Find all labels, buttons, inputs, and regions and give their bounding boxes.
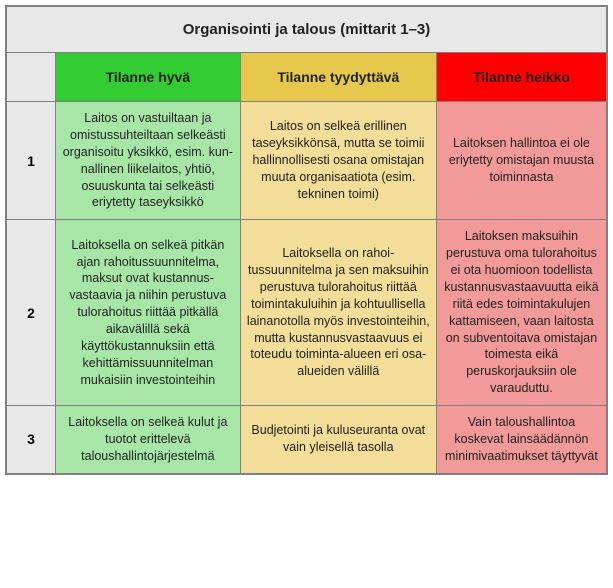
header-corner (6, 53, 56, 102)
table-row: 1 Laitos on vastuiltaan ja omistussuhtei… (6, 102, 607, 220)
cell-ok: Budjetointi ja kulu­seuranta ovat vain y… (240, 406, 436, 474)
row-number: 1 (6, 102, 56, 220)
title-row: Organisointi ja talous (mittarit 1–3) (6, 6, 607, 53)
assessment-table: Organisointi ja talous (mittarit 1–3) Ti… (5, 5, 608, 475)
cell-ok: Laitos on selkeä eril­linen taseyksikkön… (240, 102, 436, 220)
cell-weak: Vain taloushallintoa koskevat lainsäädän… (436, 406, 607, 474)
cell-ok: Laitoksella on rahoi­tussuunnitelma ja s… (240, 220, 436, 406)
col-header-ok: Tilanne tyydyttävä (240, 53, 436, 102)
header-row: Tilanne hyvä Tilanne tyydyttävä Tilanne … (6, 53, 607, 102)
table-row: 3 Laitoksella on selkeä kulut ja tuotot … (6, 406, 607, 474)
col-header-good: Tilanne hyvä (56, 53, 241, 102)
row-number: 2 (6, 220, 56, 406)
cell-good: Laitoksella on selkeä kulut ja tuotot er… (56, 406, 241, 474)
cell-good: Laitos on vastuiltaan ja omistussuhteilt… (56, 102, 241, 220)
col-header-weak: Tilanne heikko (436, 53, 607, 102)
cell-good: Laitoksella on selkeä pitkän ajan rahoit… (56, 220, 241, 406)
table-title: Organisointi ja talous (mittarit 1–3) (6, 6, 607, 53)
row-number: 3 (6, 406, 56, 474)
cell-weak: Laitoksen hallintoa ei ole eriytetty omi… (436, 102, 607, 220)
table-row: 2 Laitoksella on selkeä pitkän ajan raho… (6, 220, 607, 406)
cell-weak: Laitoksen maksuihin perustuva oma tulora… (436, 220, 607, 406)
